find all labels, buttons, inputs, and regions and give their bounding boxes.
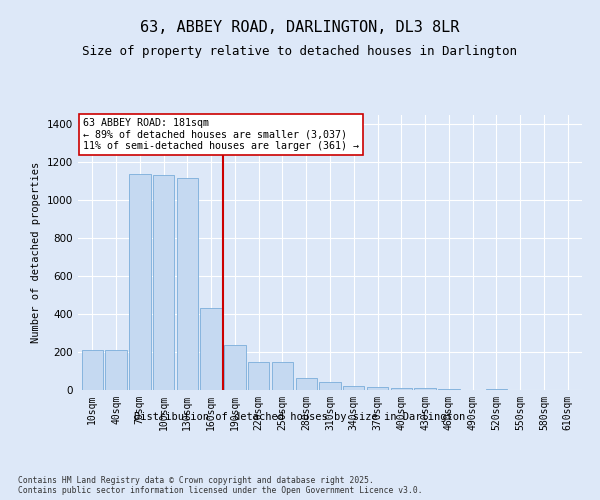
Bar [106,350,127,390]
Bar [391,388,412,390]
Bar [319,382,341,390]
Text: 63, ABBEY ROAD, DARLINGTON, DL3 8LR: 63, ABBEY ROAD, DARLINGTON, DL3 8LR [140,20,460,35]
Bar [272,362,293,390]
Bar [248,362,269,390]
Bar [153,174,174,390]
Bar [367,387,388,390]
Text: Contains HM Land Registry data © Crown copyright and database right 2025.
Contai: Contains HM Land Registry data © Crown c… [18,476,422,495]
Text: Size of property relative to detached houses in Darlington: Size of property relative to detached ho… [83,45,517,58]
Y-axis label: Number of detached properties: Number of detached properties [31,162,41,343]
Bar [438,389,460,390]
Text: Distribution of detached houses by size in Darlington: Distribution of detached houses by size … [134,412,466,422]
Bar [200,308,222,390]
Bar [224,346,245,390]
Bar [415,388,436,390]
Bar [129,174,151,390]
Bar [176,178,198,390]
Bar [296,378,317,390]
Bar [343,386,364,390]
Bar [486,388,507,390]
Bar [82,350,103,390]
Text: 63 ABBEY ROAD: 181sqm
← 89% of detached houses are smaller (3,037)
11% of semi-d: 63 ABBEY ROAD: 181sqm ← 89% of detached … [83,118,359,151]
